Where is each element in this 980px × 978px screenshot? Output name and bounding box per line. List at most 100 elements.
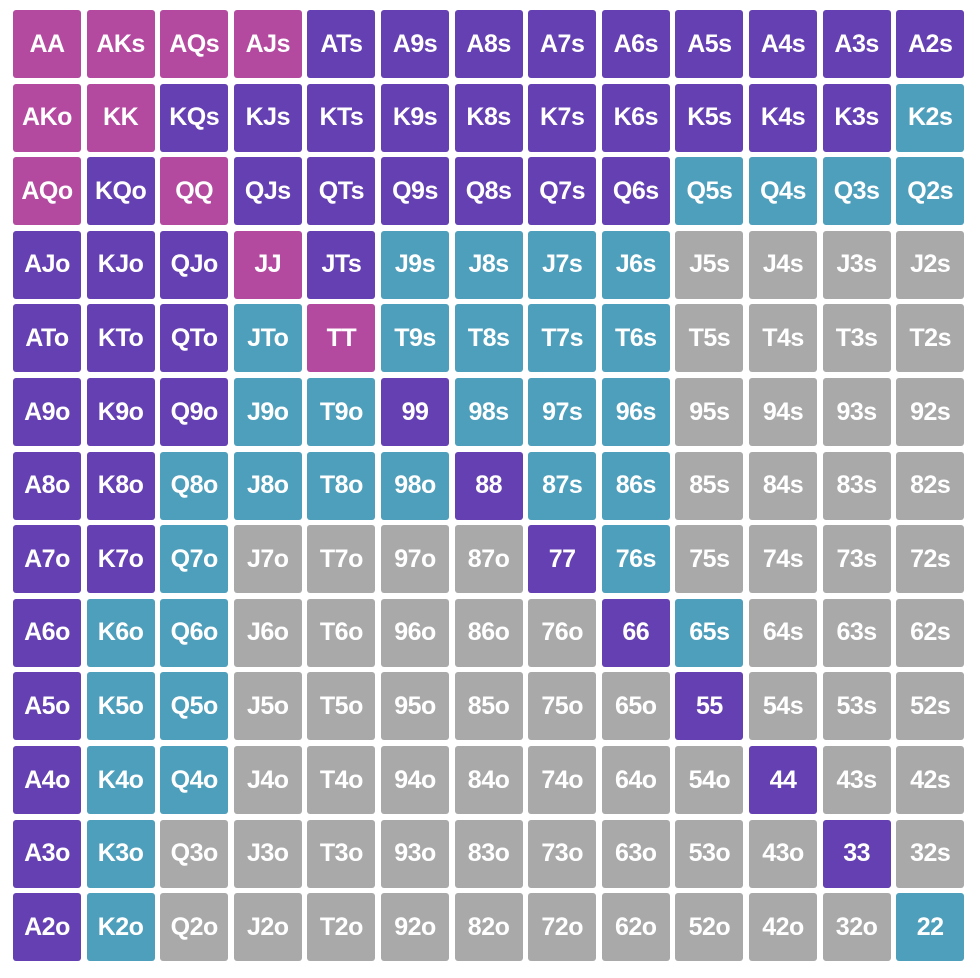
hand-cell-q8o[interactable]: Q8o bbox=[160, 451, 229, 520]
hand-cell-ajo[interactable]: AJo bbox=[13, 230, 81, 299]
hand-cell-32o[interactable]: 32o bbox=[822, 893, 891, 962]
hand-cell-ats[interactable]: ATs bbox=[307, 10, 376, 78]
hand-cell-32s[interactable]: 32s bbox=[896, 819, 965, 888]
hand-cell-kts[interactable]: KTs bbox=[307, 83, 376, 152]
hand-cell-kjo[interactable]: KJo bbox=[86, 230, 155, 299]
hand-cell-65o[interactable]: 65o bbox=[601, 672, 670, 741]
hand-cell-j6s[interactable]: J6s bbox=[601, 230, 670, 299]
hand-cell-54s[interactable]: 54s bbox=[749, 672, 817, 741]
hand-cell-k8o[interactable]: K8o bbox=[86, 451, 155, 520]
hand-cell-ato[interactable]: ATo bbox=[13, 304, 81, 373]
hand-cell-97o[interactable]: 97o bbox=[381, 525, 449, 594]
hand-cell-a5o[interactable]: A5o bbox=[13, 672, 81, 741]
hand-cell-k5o[interactable]: K5o bbox=[86, 672, 155, 741]
hand-cell-86s[interactable]: 86s bbox=[601, 451, 670, 520]
hand-cell-qjo[interactable]: QJo bbox=[160, 230, 229, 299]
hand-cell-q4s[interactable]: Q4s bbox=[749, 157, 817, 226]
hand-cell-96o[interactable]: 96o bbox=[381, 598, 449, 667]
hand-cell-j2s[interactable]: J2s bbox=[896, 230, 965, 299]
hand-cell-64s[interactable]: 64s bbox=[749, 598, 817, 667]
hand-cell-53s[interactable]: 53s bbox=[822, 672, 891, 741]
hand-cell-73o[interactable]: 73o bbox=[528, 819, 597, 888]
hand-cell-a3o[interactable]: A3o bbox=[13, 819, 81, 888]
hand-cell-k3s[interactable]: K3s bbox=[822, 83, 891, 152]
hand-cell-83s[interactable]: 83s bbox=[822, 451, 891, 520]
hand-cell-75o[interactable]: 75o bbox=[528, 672, 597, 741]
hand-cell-62o[interactable]: 62o bbox=[601, 893, 670, 962]
hand-cell-a9o[interactable]: A9o bbox=[13, 378, 81, 446]
hand-cell-jts[interactable]: JTs bbox=[307, 230, 376, 299]
hand-cell-t3o[interactable]: T3o bbox=[307, 819, 376, 888]
hand-cell-55[interactable]: 55 bbox=[675, 672, 744, 741]
hand-cell-k7s[interactable]: K7s bbox=[528, 83, 597, 152]
hand-cell-a5s[interactable]: A5s bbox=[675, 10, 744, 78]
hand-cell-k4s[interactable]: K4s bbox=[749, 83, 817, 152]
hand-cell-q9s[interactable]: Q9s bbox=[381, 157, 449, 226]
hand-cell-63s[interactable]: 63s bbox=[822, 598, 891, 667]
hand-cell-86o[interactable]: 86o bbox=[454, 598, 523, 667]
hand-cell-77[interactable]: 77 bbox=[528, 525, 597, 594]
hand-cell-93o[interactable]: 93o bbox=[381, 819, 449, 888]
hand-cell-99[interactable]: 99 bbox=[381, 378, 449, 446]
hand-cell-75s[interactable]: 75s bbox=[675, 525, 744, 594]
hand-cell-98s[interactable]: 98s bbox=[454, 378, 523, 446]
hand-cell-kqo[interactable]: KQo bbox=[86, 157, 155, 226]
hand-cell-83o[interactable]: 83o bbox=[454, 819, 523, 888]
hand-cell-q4o[interactable]: Q4o bbox=[160, 746, 229, 814]
hand-cell-a9s[interactable]: A9s bbox=[381, 10, 449, 78]
hand-cell-52o[interactable]: 52o bbox=[675, 893, 744, 962]
hand-cell-t2o[interactable]: T2o bbox=[307, 893, 376, 962]
hand-cell-85s[interactable]: 85s bbox=[675, 451, 744, 520]
hand-cell-k7o[interactable]: K7o bbox=[86, 525, 155, 594]
hand-cell-aqo[interactable]: AQo bbox=[13, 157, 81, 226]
hand-cell-q5s[interactable]: Q5s bbox=[675, 157, 744, 226]
hand-cell-84s[interactable]: 84s bbox=[749, 451, 817, 520]
hand-cell-ajs[interactable]: AJs bbox=[233, 10, 302, 78]
hand-cell-84o[interactable]: 84o bbox=[454, 746, 523, 814]
hand-cell-k2o[interactable]: K2o bbox=[86, 893, 155, 962]
hand-cell-q7o[interactable]: Q7o bbox=[160, 525, 229, 594]
hand-cell-t6o[interactable]: T6o bbox=[307, 598, 376, 667]
hand-cell-j4o[interactable]: J4o bbox=[233, 746, 302, 814]
hand-cell-93s[interactable]: 93s bbox=[822, 378, 891, 446]
hand-cell-j9s[interactable]: J9s bbox=[381, 230, 449, 299]
hand-cell-j8o[interactable]: J8o bbox=[233, 451, 302, 520]
hand-cell-kto[interactable]: KTo bbox=[86, 304, 155, 373]
hand-cell-85o[interactable]: 85o bbox=[454, 672, 523, 741]
hand-cell-82s[interactable]: 82s bbox=[896, 451, 965, 520]
hand-cell-qts[interactable]: QTs bbox=[307, 157, 376, 226]
hand-cell-87s[interactable]: 87s bbox=[528, 451, 597, 520]
hand-cell-j6o[interactable]: J6o bbox=[233, 598, 302, 667]
hand-cell-jto[interactable]: JTo bbox=[233, 304, 302, 373]
hand-cell-62s[interactable]: 62s bbox=[896, 598, 965, 667]
hand-cell-q8s[interactable]: Q8s bbox=[454, 157, 523, 226]
hand-cell-t5s[interactable]: T5s bbox=[675, 304, 744, 373]
hand-cell-33[interactable]: 33 bbox=[822, 819, 891, 888]
hand-cell-k6s[interactable]: K6s bbox=[601, 83, 670, 152]
hand-cell-a8s[interactable]: A8s bbox=[454, 10, 523, 78]
hand-cell-k4o[interactable]: K4o bbox=[86, 746, 155, 814]
hand-cell-a4o[interactable]: A4o bbox=[13, 746, 81, 814]
hand-cell-kk[interactable]: KK bbox=[86, 83, 155, 152]
hand-cell-t6s[interactable]: T6s bbox=[601, 304, 670, 373]
hand-cell-63o[interactable]: 63o bbox=[601, 819, 670, 888]
hand-cell-72s[interactable]: 72s bbox=[896, 525, 965, 594]
hand-cell-j5o[interactable]: J5o bbox=[233, 672, 302, 741]
hand-cell-ako[interactable]: AKo bbox=[13, 83, 81, 152]
hand-cell-76s[interactable]: 76s bbox=[601, 525, 670, 594]
hand-cell-q6o[interactable]: Q6o bbox=[160, 598, 229, 667]
hand-cell-j3o[interactable]: J3o bbox=[233, 819, 302, 888]
hand-cell-q7s[interactable]: Q7s bbox=[528, 157, 597, 226]
hand-cell-j9o[interactable]: J9o bbox=[233, 378, 302, 446]
hand-cell-a3s[interactable]: A3s bbox=[822, 10, 891, 78]
hand-cell-t9o[interactable]: T9o bbox=[307, 378, 376, 446]
hand-cell-q6s[interactable]: Q6s bbox=[601, 157, 670, 226]
hand-cell-66[interactable]: 66 bbox=[601, 598, 670, 667]
hand-cell-j2o[interactable]: J2o bbox=[233, 893, 302, 962]
hand-cell-aa[interactable]: AA bbox=[13, 10, 81, 78]
hand-cell-54o[interactable]: 54o bbox=[675, 746, 744, 814]
hand-cell-j7o[interactable]: J7o bbox=[233, 525, 302, 594]
hand-cell-t8s[interactable]: T8s bbox=[454, 304, 523, 373]
hand-cell-94s[interactable]: 94s bbox=[749, 378, 817, 446]
hand-cell-k9s[interactable]: K9s bbox=[381, 83, 449, 152]
